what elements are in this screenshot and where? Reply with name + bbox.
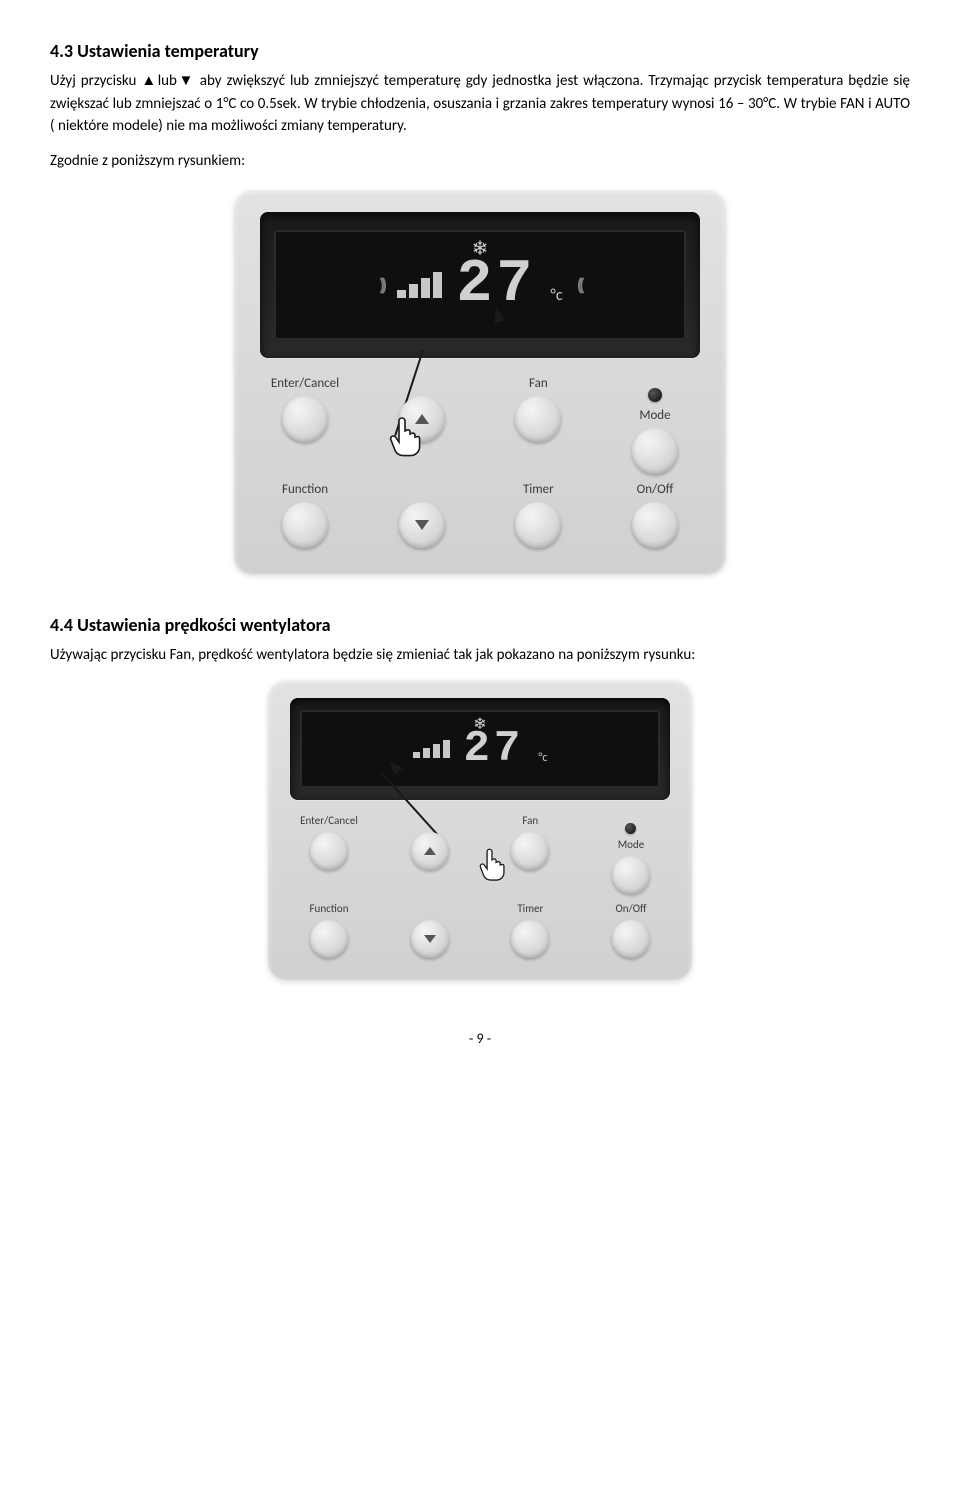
- up-col: [377, 376, 467, 442]
- timer-label: Timer: [523, 482, 554, 498]
- temp-display: ))) 27 °c (((: [379, 255, 581, 315]
- up-button[interactable]: [399, 396, 445, 442]
- enter-cancel-button[interactable]: [282, 396, 328, 442]
- onoff-col-2: On/Off: [592, 902, 670, 958]
- onoff-col: On/Off: [610, 482, 700, 548]
- up-col-2: [391, 814, 469, 870]
- timer-col-2: Timer: [491, 902, 569, 958]
- timer-col: Timer: [493, 482, 583, 548]
- button-row-2-2: Function Timer On/Off: [290, 902, 670, 958]
- down-button-2[interactable]: [411, 920, 449, 958]
- status-led-2: [625, 823, 636, 834]
- fan-button-2[interactable]: [511, 832, 549, 870]
- button-rows: Enter/Cancel Fan Mode: [260, 376, 700, 548]
- lcd-display: ❄ ))) 27 °c (((: [274, 230, 686, 340]
- triangle-down-icon: [415, 520, 429, 530]
- enter-cancel-col-2: Enter/Cancel: [290, 814, 368, 870]
- control-panel-1: ❄ ))) 27 °c ((( Enter/Cancel: [234, 190, 726, 574]
- mode-label: Mode: [639, 408, 670, 424]
- button-row-2-1: Enter/Cancel Fan Mode: [290, 814, 670, 894]
- temperature-unit: °c: [550, 286, 562, 305]
- section-4-3-heading: 4.3 Ustawienia temperatury: [50, 40, 910, 62]
- temperature-unit-2: °c: [538, 751, 547, 765]
- section-4-4-body: Używając przycisku Fan, prędkość wentyla…: [50, 644, 910, 667]
- page-number: - 9 -: [50, 1030, 910, 1047]
- function-button-2[interactable]: [310, 920, 348, 958]
- lcd-frame: ❄ ))) 27 °c (((: [260, 212, 700, 358]
- triangle-up-icon-2: [424, 847, 436, 855]
- down-button[interactable]: [399, 502, 445, 548]
- lcd-display-2: ❄ 27 °c: [300, 710, 660, 788]
- mode-button-2[interactable]: [612, 856, 650, 894]
- swing-right-icon: (((: [577, 274, 581, 296]
- fan-speed-bars: [397, 272, 442, 298]
- led-mode-col-2: Mode: [592, 814, 670, 894]
- section-4-3-body: Użyj przycisku ▲lub▼ aby zwiększyć lub z…: [50, 70, 910, 138]
- led-mode-col: Mode: [610, 376, 700, 474]
- swing-left-icon: ))): [379, 274, 383, 296]
- mode-label-2: Mode: [618, 838, 644, 852]
- triangle-down-icon-2: [424, 935, 436, 943]
- fan-button[interactable]: [515, 396, 561, 442]
- function-button[interactable]: [282, 502, 328, 548]
- section-4-3-sub: Zgodnie z poniższym rysunkiem:: [50, 152, 910, 170]
- fan-speed-bars-2: [413, 740, 450, 758]
- onoff-label-2: On/Off: [615, 902, 646, 916]
- triangle-up-icon: [415, 414, 429, 424]
- panel-2-wrap: ❄ 27 °c Enter/Cancel: [50, 680, 910, 980]
- button-rows-2: Enter/Cancel Fan Mode: [290, 814, 670, 958]
- onoff-button-2[interactable]: [612, 920, 650, 958]
- enter-cancel-label: Enter/Cancel: [271, 376, 339, 392]
- function-label-2: Function: [310, 902, 349, 916]
- function-col: Function: [260, 482, 350, 548]
- onoff-label: On/Off: [637, 482, 674, 498]
- timer-button-2[interactable]: [511, 920, 549, 958]
- fan-col-2: Fan: [491, 814, 569, 870]
- snowflake-icon-2: ❄: [473, 714, 486, 734]
- section-4-4-heading: 4.4 Ustawienia prędkości wentylatora: [50, 614, 910, 636]
- enter-cancel-col: Enter/Cancel: [260, 376, 350, 442]
- enter-cancel-button-2[interactable]: [310, 832, 348, 870]
- timer-button[interactable]: [515, 502, 561, 548]
- function-col-2: Function: [290, 902, 368, 958]
- onoff-button[interactable]: [632, 502, 678, 548]
- control-panel-2: ❄ 27 °c Enter/Cancel: [268, 680, 692, 980]
- arrow-head-2: [385, 758, 403, 776]
- timer-label-2: Timer: [517, 902, 543, 916]
- panel-1-wrap: ❄ ))) 27 °c ((( Enter/Cancel: [50, 190, 910, 574]
- down-col: [377, 482, 467, 548]
- lcd-frame-2: ❄ 27 °c: [290, 698, 670, 800]
- temperature-value: 27: [456, 255, 536, 315]
- down-col-2: [391, 902, 469, 958]
- enter-cancel-label-2: Enter/Cancel: [300, 814, 358, 828]
- up-button-2[interactable]: [411, 832, 449, 870]
- button-row-1: Enter/Cancel Fan Mode: [260, 376, 700, 474]
- fan-label-2: Fan: [522, 814, 538, 828]
- function-label: Function: [282, 482, 328, 498]
- mode-button[interactable]: [632, 428, 678, 474]
- fan-col: Fan: [493, 376, 583, 442]
- button-row-2: Function Timer On/Off: [260, 482, 700, 548]
- snowflake-icon: ❄: [472, 236, 489, 261]
- status-led: [648, 388, 662, 402]
- fan-label: Fan: [529, 376, 548, 392]
